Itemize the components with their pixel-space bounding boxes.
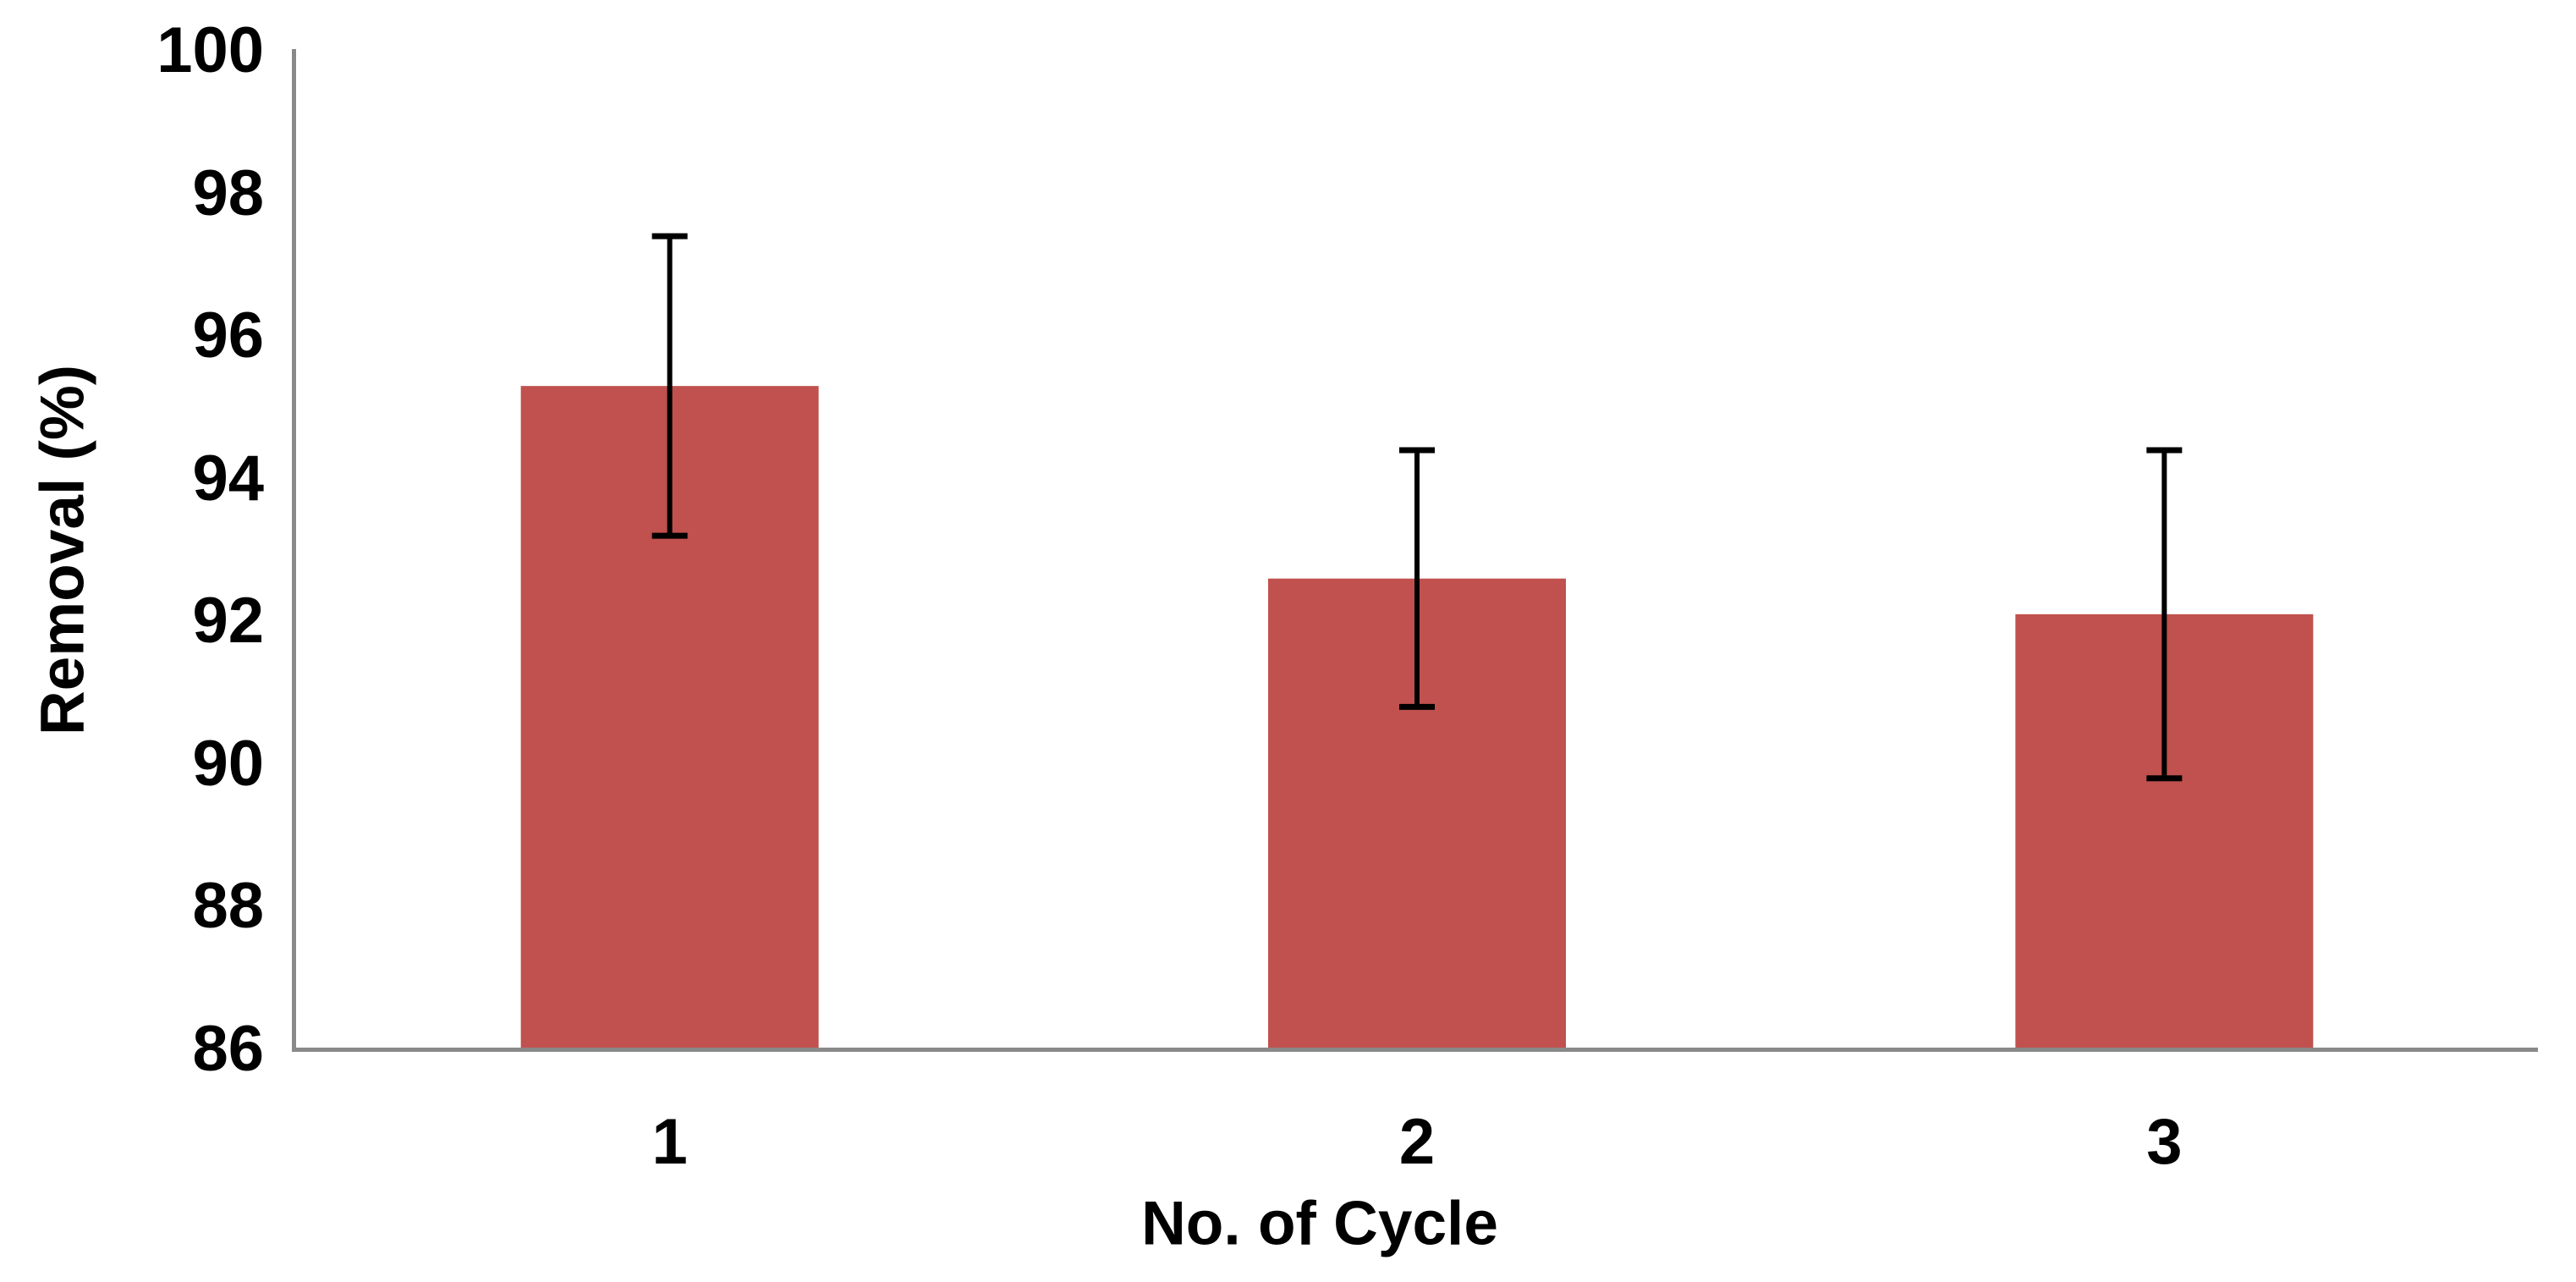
y-tick-label-100: 100 bbox=[157, 14, 264, 86]
y-tick-label-96: 96 bbox=[192, 300, 264, 372]
y-tick-label-90: 90 bbox=[192, 727, 264, 800]
y-tick-label-94: 94 bbox=[192, 442, 264, 514]
y-tick-label-92: 92 bbox=[192, 585, 264, 658]
x-axis-title: No. of Cycle bbox=[1141, 1189, 1498, 1258]
y-tick-label-98: 98 bbox=[192, 157, 264, 229]
y-axis-title: Removal (%) bbox=[28, 364, 97, 736]
x-axis-line bbox=[292, 1048, 2538, 1052]
y-tick-label-86: 86 bbox=[192, 1013, 264, 1085]
x-tick-label-1: 1 bbox=[651, 1106, 688, 1178]
x-tick-label-3: 3 bbox=[2146, 1106, 2183, 1178]
y-tick-label-88: 88 bbox=[192, 870, 264, 943]
y-axis-line bbox=[292, 49, 296, 1052]
x-tick-label-2: 2 bbox=[1398, 1106, 1436, 1178]
